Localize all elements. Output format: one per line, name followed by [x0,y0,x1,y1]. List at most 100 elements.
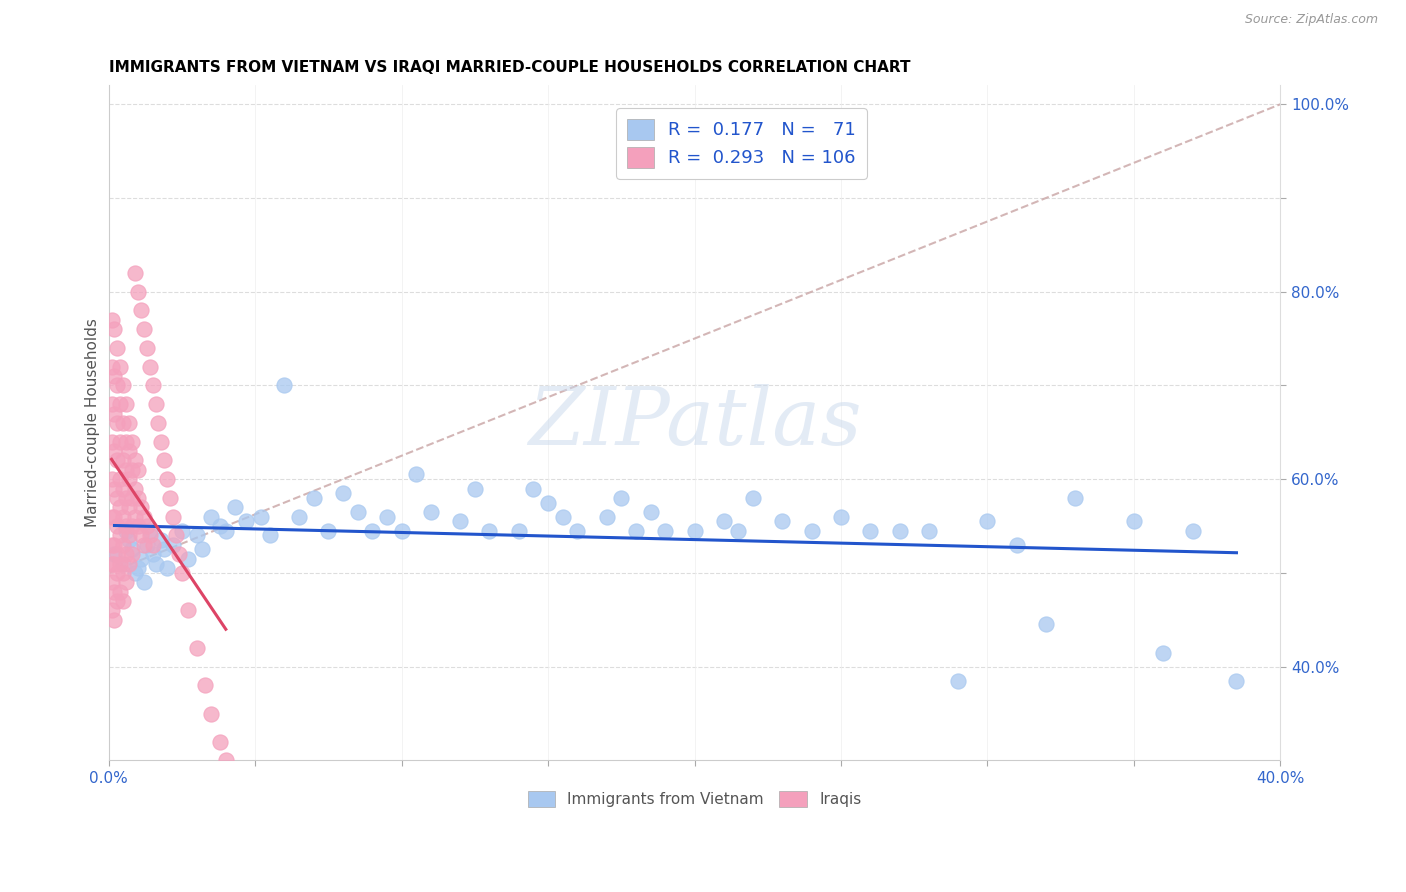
Point [110,472,132,486]
Point [186,640,208,655]
Point [1225,673,1247,688]
Point [194,678,217,692]
Point [830,509,852,524]
Point [129,500,152,515]
Point [215,753,238,767]
Point [449,514,471,528]
Point [208,519,231,533]
Point [375,509,398,524]
Point [115,524,138,538]
Point [103,509,125,524]
Point [132,322,155,336]
Point [121,547,143,561]
Point [110,584,132,599]
Point [112,378,135,392]
Point [165,528,187,542]
Point [1035,617,1057,632]
Point [112,557,135,571]
Point [107,491,129,505]
Point [640,505,662,519]
Point [127,285,149,299]
Point [121,519,143,533]
Point [110,500,132,515]
Point [145,557,167,571]
Point [145,397,167,411]
Point [654,524,676,538]
Point [200,706,222,721]
Point [107,519,129,533]
Point [112,566,135,580]
Point [135,519,157,533]
Point [135,341,157,355]
Point [112,509,135,524]
Point [100,397,122,411]
Point [107,416,129,430]
Point [976,514,998,528]
Point [551,509,574,524]
Point [103,407,125,421]
Point [361,524,384,538]
Point [713,514,735,528]
Point [1181,524,1204,538]
Point [159,491,181,505]
Point [100,603,122,617]
Point [110,434,132,449]
Point [118,533,141,547]
Point [859,524,882,538]
Point [770,514,793,528]
Point [115,575,138,590]
Point [110,397,132,411]
Point [103,482,125,496]
Point [153,453,176,467]
Point [115,547,138,561]
Point [150,533,173,547]
Point [103,547,125,561]
Point [127,561,149,575]
Point [124,566,146,580]
Point [1005,538,1028,552]
Y-axis label: Married-couple Households: Married-couple Households [86,318,100,527]
Point [170,566,193,580]
Point [170,524,193,538]
Point [129,303,152,318]
Point [132,509,155,524]
Point [138,528,160,542]
Point [215,524,238,538]
Point [118,472,141,486]
Point [103,557,125,571]
Point [115,434,138,449]
Point [273,378,295,392]
Point [112,416,135,430]
Point [235,514,257,528]
Point [150,434,173,449]
Point [112,594,135,608]
Point [142,547,165,561]
Point [115,463,138,477]
Text: Source: ZipAtlas.com: Source: ZipAtlas.com [1244,13,1378,27]
Point [302,491,325,505]
Point [118,416,141,430]
Point [107,378,129,392]
Point [405,467,427,482]
Point [224,500,246,515]
Point [118,500,141,515]
Point [138,524,160,538]
Point [107,594,129,608]
Point [683,524,706,538]
Point [115,397,138,411]
Point [112,538,135,552]
Point [508,524,530,538]
Point [100,509,122,524]
Point [103,584,125,599]
Point [118,557,141,571]
Point [129,552,152,566]
Point [112,453,135,467]
Point [110,557,132,571]
Point [946,673,969,688]
Point [110,359,132,374]
Point [100,557,122,571]
Point [318,524,340,538]
Point [478,524,501,538]
Point [200,509,222,524]
Point [115,519,138,533]
